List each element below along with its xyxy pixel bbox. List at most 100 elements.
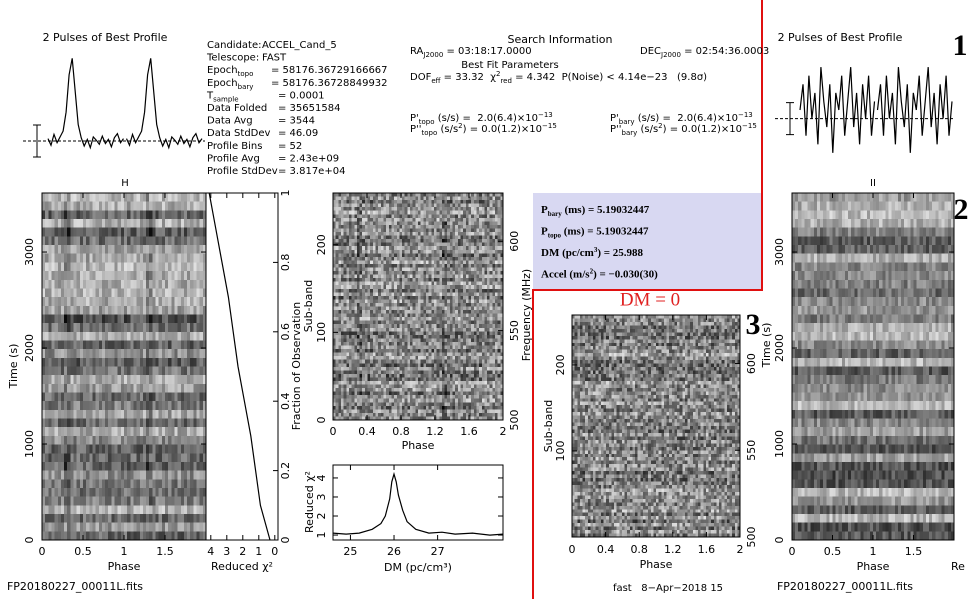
pixel (442, 321, 445, 325)
pixel (402, 331, 405, 335)
pixel (474, 228, 477, 232)
pixel (352, 328, 355, 332)
pixel (365, 303, 368, 307)
pixel (338, 282, 341, 286)
pixel (121, 497, 125, 506)
pixel (445, 218, 448, 222)
pixel (346, 328, 349, 332)
pixel (80, 462, 84, 471)
pixel (341, 250, 344, 254)
pixel (439, 310, 442, 314)
pixel (187, 453, 191, 462)
pixel (498, 292, 501, 296)
pixel (51, 523, 55, 532)
pixel (437, 239, 440, 243)
pixel (476, 310, 479, 314)
pixel (127, 228, 131, 237)
pixel (352, 207, 355, 211)
pixel (336, 211, 339, 215)
pixel (86, 193, 90, 202)
pixel (471, 257, 474, 261)
pixel (111, 306, 115, 315)
pixel (124, 288, 128, 297)
pixel (487, 296, 490, 300)
pixel (471, 228, 474, 232)
pixel (437, 218, 440, 222)
pixel (77, 471, 81, 480)
pixel (458, 197, 461, 201)
pixel (368, 232, 371, 236)
pixel (368, 307, 371, 311)
pixel (389, 250, 392, 254)
pixel (487, 204, 490, 208)
pixel (431, 314, 434, 318)
pixel (484, 275, 487, 279)
pixel (431, 338, 434, 342)
pixel (115, 427, 119, 436)
pixel (487, 314, 490, 318)
pixel (439, 328, 442, 332)
pixel (352, 228, 355, 232)
pixel (140, 314, 144, 323)
pixel (200, 323, 204, 332)
pixel (92, 367, 96, 376)
text-part: Candidate: (207, 40, 262, 51)
text-part: Data Avg (207, 116, 253, 127)
pixel (447, 321, 450, 325)
pixel (127, 332, 131, 341)
pixel (181, 288, 185, 297)
pixel (373, 342, 376, 346)
pixel (442, 285, 445, 289)
pixel (174, 280, 178, 289)
pixel (137, 288, 141, 297)
pixel (344, 214, 347, 218)
pixel (168, 367, 172, 376)
pixel (383, 243, 386, 247)
pixel (415, 207, 418, 211)
pixel (362, 221, 365, 225)
pixel (336, 200, 339, 204)
pixel (51, 236, 55, 245)
pixel (482, 267, 485, 271)
pixel (383, 204, 386, 208)
pixel (159, 271, 163, 280)
pixel (378, 193, 381, 197)
pixel (415, 324, 418, 328)
pixel (410, 282, 413, 286)
pixel (484, 260, 487, 264)
pixel (360, 331, 363, 335)
pixel (391, 197, 394, 201)
pixel (370, 197, 373, 201)
pixel (55, 523, 59, 532)
pixel (399, 267, 402, 271)
pixel (498, 211, 501, 215)
pixel (373, 193, 376, 197)
pixel (455, 211, 458, 215)
pixel (402, 207, 405, 211)
pixel (399, 278, 402, 282)
pixel (434, 310, 437, 314)
pixel (354, 200, 357, 204)
pixel (181, 358, 185, 367)
pixel (115, 236, 119, 245)
pixel (140, 236, 144, 245)
pixel (383, 250, 386, 254)
pixel (455, 282, 458, 286)
pixel (360, 317, 363, 321)
pixel (453, 324, 456, 328)
pixel (86, 427, 90, 436)
pixel (405, 278, 408, 282)
pixel (77, 419, 81, 428)
pixel (376, 346, 379, 350)
pixel (362, 299, 365, 303)
pixel (479, 285, 482, 289)
pixel (434, 285, 437, 289)
pixel (338, 342, 341, 346)
pixel (171, 236, 175, 245)
pixel (407, 282, 410, 286)
pixel (463, 321, 466, 325)
pixel (99, 340, 103, 349)
pixel (344, 303, 347, 307)
pixel (159, 219, 163, 228)
pixel (146, 427, 150, 436)
